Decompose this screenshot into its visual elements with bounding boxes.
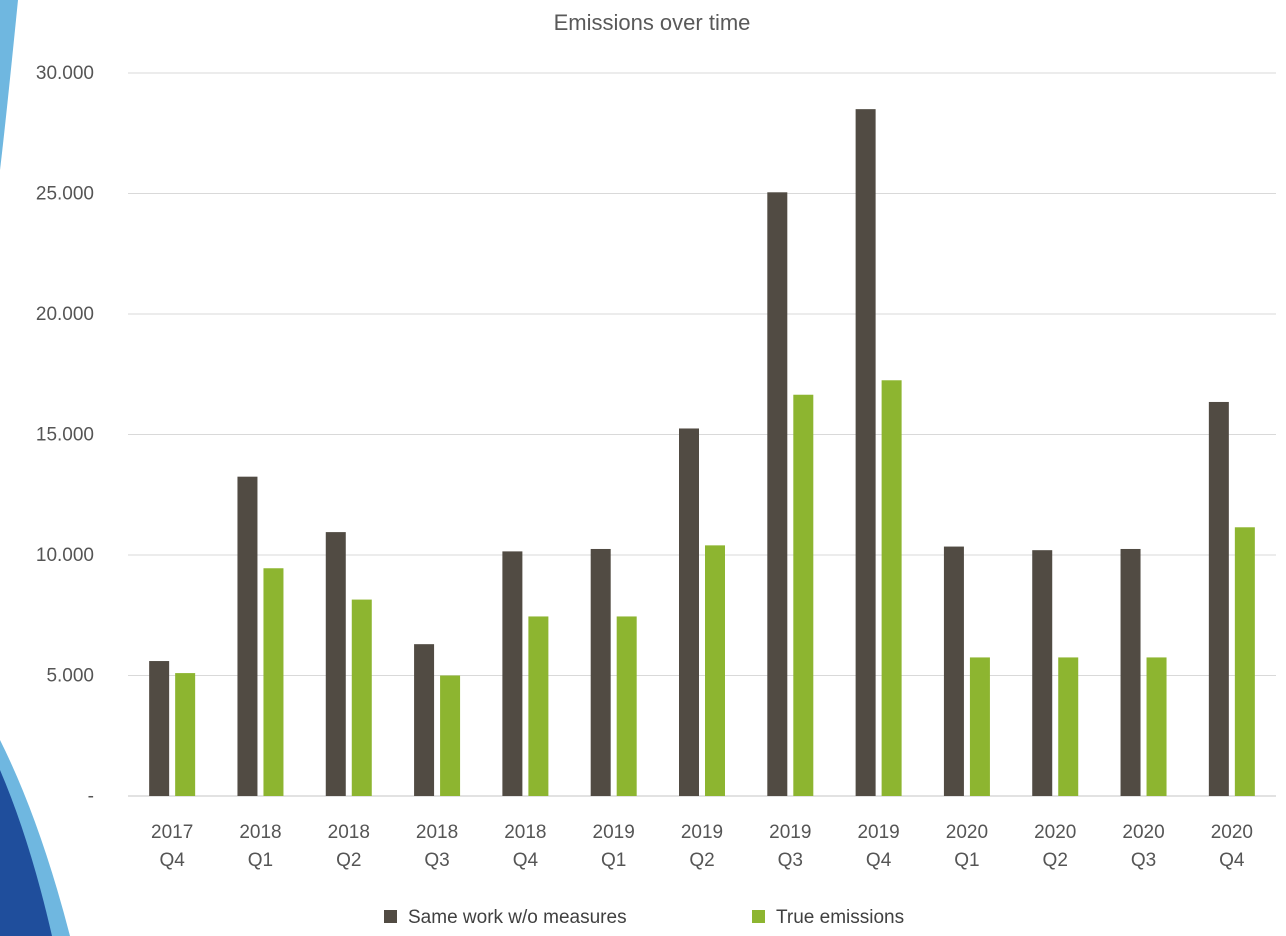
bar-same-work (591, 549, 611, 796)
x-tick-label: 2019 (593, 822, 635, 843)
x-tick-label: 2017 (151, 822, 193, 843)
bar-true-emissions (528, 616, 548, 796)
x-tick-label: Q3 (424, 850, 449, 871)
x-tick-label: 2019 (681, 822, 723, 843)
bar-same-work (1209, 402, 1229, 796)
bar-true-emissions (617, 616, 637, 796)
x-tick-label: 2018 (504, 822, 546, 843)
bar-true-emissions (1058, 657, 1078, 796)
y-tick-label: 5.000 (46, 666, 94, 687)
x-axis: 2017 Q4 2018 Q1 2018 Q2 2018 Q3 2018 Q4 2019 Q1 2019… (151, 822, 1253, 871)
bar-true-emissions (882, 380, 902, 796)
bar-true-emissions (1235, 527, 1255, 796)
bars (149, 109, 1255, 796)
x-tick-label: 2020 (1122, 822, 1164, 843)
legend-swatch (752, 910, 765, 923)
bar-same-work (502, 551, 522, 796)
x-tick-label: 2020 (1034, 822, 1076, 843)
legend-label: Same work w/o measures (408, 907, 627, 928)
legend: Same work w/o measures True emissions (384, 907, 904, 928)
gridlines (128, 73, 1276, 796)
x-tick-label: Q4 (513, 850, 539, 871)
bar-same-work (414, 644, 434, 796)
bar-true-emissions (175, 673, 195, 796)
x-tick-label: 2020 (1211, 822, 1253, 843)
bar-same-work (237, 477, 257, 796)
x-tick-label: 2018 (328, 822, 370, 843)
legend-label: True emissions (776, 907, 904, 928)
x-tick-label: Q1 (601, 850, 626, 871)
bar-same-work (767, 192, 787, 796)
y-tick-label: 10.000 (36, 545, 94, 566)
x-tick-label: Q4 (159, 850, 185, 871)
bar-same-work (326, 532, 346, 796)
legend-swatch (384, 910, 397, 923)
x-tick-label: 2018 (416, 822, 458, 843)
x-tick-label: 2019 (857, 822, 899, 843)
x-tick-label: 2018 (239, 822, 281, 843)
y-axis: - 5.000 10.000 15.000 20.000 25.000 30.000 (36, 63, 94, 807)
x-tick-label: Q2 (336, 850, 361, 871)
y-tick-label: - (88, 786, 94, 807)
x-tick-label: 2019 (769, 822, 811, 843)
bar-true-emissions (705, 545, 725, 796)
bar-same-work (856, 109, 876, 796)
decorative-band-light (0, 0, 18, 170)
bar-true-emissions (793, 395, 813, 796)
bar-same-work (1121, 549, 1141, 796)
bar-true-emissions (1147, 657, 1167, 796)
bar-true-emissions (970, 657, 990, 796)
y-tick-label: 20.000 (36, 304, 94, 325)
x-tick-label: Q2 (689, 850, 714, 871)
y-tick-label: 30.000 (36, 63, 94, 84)
x-tick-label: Q4 (1219, 850, 1245, 871)
y-tick-label: 15.000 (36, 425, 94, 446)
decorative-left-band (0, 0, 70, 936)
chart-title: Emissions over time (554, 10, 751, 35)
x-tick-label: 2020 (946, 822, 988, 843)
bar-same-work (679, 428, 699, 796)
x-tick-label: Q1 (954, 850, 979, 871)
bar-true-emissions (440, 676, 460, 797)
x-tick-label: Q4 (866, 850, 892, 871)
x-tick-label: Q2 (1043, 850, 1068, 871)
bar-same-work (1032, 550, 1052, 796)
bar-true-emissions (263, 568, 283, 796)
x-tick-label: Q1 (248, 850, 273, 871)
y-tick-label: 25.000 (36, 184, 94, 205)
x-tick-label: Q3 (778, 850, 803, 871)
bar-same-work (149, 661, 169, 796)
x-tick-label: Q3 (1131, 850, 1156, 871)
bar-true-emissions (352, 600, 372, 796)
bar-same-work (944, 547, 964, 796)
